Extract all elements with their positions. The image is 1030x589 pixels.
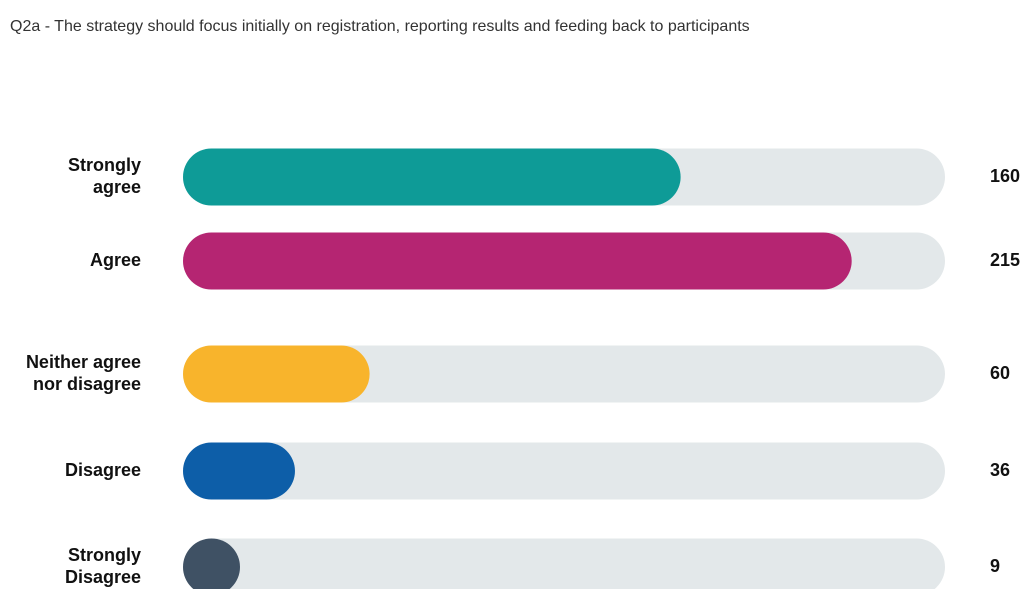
bar (183, 232, 852, 290)
category-label: nor disagree (33, 374, 141, 394)
category-label: Disagree (65, 567, 141, 587)
category-label: Strongly (68, 545, 141, 565)
bar (183, 538, 240, 589)
category-label: Agree (90, 250, 141, 270)
category-label: agree (93, 177, 141, 197)
category-label: Disagree (65, 460, 141, 480)
value-label: 60 (990, 363, 1010, 383)
value-label: 36 (990, 460, 1010, 480)
category-label: Strongly (68, 155, 141, 175)
bar (183, 345, 370, 403)
category-label: Neither agree (26, 352, 141, 372)
bar-track (183, 442, 945, 500)
bar (183, 442, 295, 500)
value-label: 215 (990, 250, 1020, 270)
bar-track (183, 345, 945, 403)
bar-track (183, 538, 945, 589)
value-label: 160 (990, 166, 1020, 186)
chart-title: Q2a - The strategy should focus initiall… (10, 18, 750, 35)
bar (183, 148, 681, 206)
value-label: 9 (990, 556, 1000, 576)
